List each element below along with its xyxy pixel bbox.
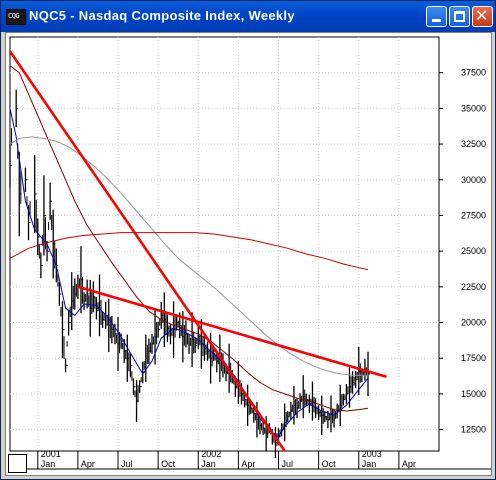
ma-slow-line bbox=[9, 136, 368, 376]
x-year-label: 2003 bbox=[362, 449, 382, 459]
x-axis: Jan Apr Jul Oct Jan Apr Jul Oct Jan Apr 2001 2002 20… bbox=[37, 449, 416, 469]
minimize-icon bbox=[432, 19, 441, 22]
y-tick-label: 37500 bbox=[461, 68, 486, 78]
y-axis: 37500 35000 32500 30000 27500 25000 22500 20000… bbox=[439, 68, 486, 435]
trend-resistance-line bbox=[8, 50, 286, 452]
x-year-label: 2001 bbox=[41, 449, 61, 459]
chart-area[interactable]: 37500 35000 32500 30000 27500 25000 22500 20000… bbox=[5, 32, 492, 476]
x-month-label: Oct bbox=[322, 459, 337, 469]
close-icon: ✕ bbox=[475, 6, 489, 25]
y-tick-label: 35000 bbox=[461, 103, 486, 113]
maximize-icon bbox=[454, 11, 465, 22]
ma-fast-line bbox=[9, 108, 369, 438]
x-month-label: Apr bbox=[402, 459, 416, 469]
y-tick-label: 30000 bbox=[461, 175, 486, 185]
ma-mid-line bbox=[9, 65, 369, 412]
y-tick-label: 15000 bbox=[461, 389, 486, 399]
x-month-label: Jan bbox=[362, 459, 377, 469]
y-tick-label: 27500 bbox=[461, 210, 486, 220]
x-month-label: Oct bbox=[161, 459, 176, 469]
minimize-button[interactable] bbox=[426, 6, 447, 27]
chart-corner-box[interactable] bbox=[8, 454, 27, 473]
y-tick-label: 32500 bbox=[461, 139, 486, 149]
x-month-label: Jan bbox=[201, 459, 216, 469]
close-button[interactable]: ✕ bbox=[472, 6, 493, 27]
y-tick-label: 22500 bbox=[461, 282, 486, 292]
x-month-label: Jul bbox=[121, 459, 133, 469]
trend-falling-line bbox=[77, 285, 387, 379]
y-tick-label: 12500 bbox=[461, 425, 486, 435]
chart-app-icon[interactable]: CQG bbox=[6, 9, 26, 25]
app-icon-text: CQG bbox=[8, 12, 20, 20]
x-year-label: 2002 bbox=[201, 449, 221, 459]
x-month-label: Apr bbox=[241, 459, 255, 469]
plot-frame bbox=[9, 36, 440, 452]
x-month-label: Jan bbox=[41, 459, 56, 469]
ma-long-line bbox=[9, 232, 369, 271]
window-title: NQC5 - Nasdaq Composite Index, Weekly bbox=[29, 8, 295, 23]
y-tick-label: 20000 bbox=[461, 318, 486, 328]
y-tick-label: 25000 bbox=[461, 246, 486, 256]
x-month-label: Apr bbox=[81, 459, 95, 469]
y-tick-label: 17500 bbox=[461, 353, 486, 363]
maximize-button[interactable] bbox=[449, 6, 470, 27]
title-bar[interactable]: CQG NQC5 - Nasdaq Composite Index, Weekl… bbox=[1, 1, 495, 32]
indicator-lines bbox=[8, 50, 387, 452]
price-chart[interactable]: 37500 35000 32500 30000 27500 25000 22500 20000… bbox=[6, 33, 491, 475]
x-month-label: Jul bbox=[282, 459, 294, 469]
